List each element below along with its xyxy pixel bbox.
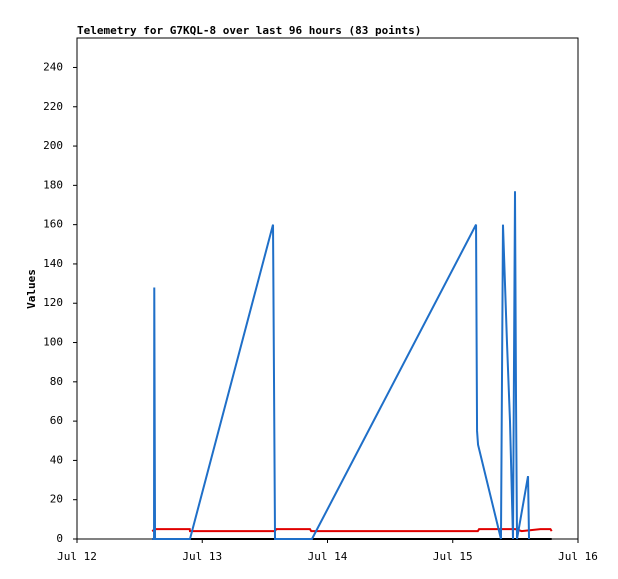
y-tick-label: 140: [43, 257, 63, 270]
y-tick-label: 100: [43, 336, 63, 349]
y-tick-label: 80: [50, 375, 63, 388]
y-tick-label: 120: [43, 296, 63, 309]
y-tick-label: 60: [50, 414, 63, 427]
y-tick-label: 240: [43, 60, 63, 73]
series-line: [151, 528, 553, 533]
x-tick-label: Jul 13: [182, 550, 222, 563]
x-tick-label: Jul 16: [558, 550, 598, 563]
x-tick-label: Jul 14: [308, 550, 348, 563]
y-tick-label: 160: [43, 218, 63, 231]
y-tick-label: 0: [56, 532, 63, 545]
series-line: [152, 191, 531, 540]
plot-area: [76, 37, 579, 540]
x-tick-label: Jul 15: [433, 550, 473, 563]
y-tick-label: 200: [43, 139, 63, 152]
x-tick-label: Jul 12: [57, 550, 97, 563]
y-axis-label: Values: [25, 269, 38, 309]
chart-title: Telemetry for G7KQL-8 over last 96 hours…: [77, 24, 421, 37]
y-tick-label: 20: [50, 493, 63, 506]
y-tick-label: 40: [50, 453, 63, 466]
y-tick-label: 180: [43, 178, 63, 191]
y-tick-label: 220: [43, 100, 63, 113]
